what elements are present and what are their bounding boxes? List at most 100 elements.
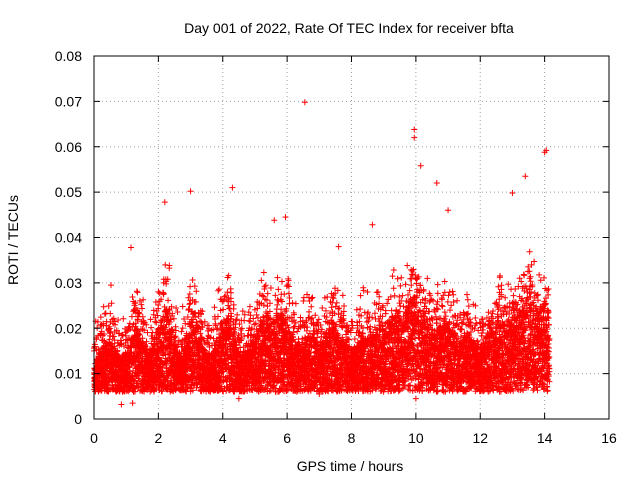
data-point (102, 363, 109, 370)
data-point (131, 300, 138, 307)
data-point (319, 305, 326, 312)
data-point (227, 289, 234, 296)
data-point (100, 303, 107, 310)
data-point (260, 269, 267, 276)
data-point (134, 289, 141, 296)
data-point (125, 388, 132, 395)
data-point (357, 292, 364, 299)
data-point (253, 311, 260, 318)
data-point (105, 352, 112, 359)
data-point (136, 372, 143, 379)
data-point (124, 370, 131, 377)
data-point (312, 312, 319, 319)
data-point (130, 376, 137, 383)
data-point (274, 301, 281, 308)
data-point (122, 325, 129, 332)
data-point (274, 274, 281, 281)
data-point (135, 351, 142, 358)
data-point (134, 316, 141, 323)
data-point (126, 320, 133, 327)
data-point (134, 326, 141, 333)
data-point (132, 320, 139, 327)
data-point (110, 315, 117, 322)
data-point (111, 337, 118, 344)
data-point (174, 308, 181, 315)
data-point (246, 303, 253, 310)
data-point (106, 336, 113, 343)
data-point (108, 300, 115, 307)
data-point (162, 261, 169, 268)
data-point (105, 303, 112, 310)
data-point (267, 284, 274, 291)
data-point (136, 297, 143, 304)
data-point (128, 313, 135, 320)
data-point (128, 352, 135, 359)
data-point (292, 300, 299, 307)
data-point (230, 301, 237, 308)
data-point (343, 327, 350, 334)
data-point (133, 288, 140, 295)
data-point (349, 318, 356, 325)
data-point (186, 301, 193, 308)
data-point (215, 287, 222, 294)
data-point (300, 298, 307, 305)
data-point (284, 282, 291, 289)
data-point (110, 333, 117, 340)
data-point (258, 277, 265, 284)
data-point (105, 388, 112, 395)
data-point (112, 347, 119, 354)
data-point (286, 300, 293, 307)
data-point (191, 283, 198, 290)
data-point (166, 262, 173, 269)
data-point (309, 294, 316, 301)
data-point (308, 315, 315, 322)
data-point (275, 286, 282, 293)
data-point (224, 289, 231, 296)
data-point (102, 379, 109, 386)
data-point (120, 315, 127, 322)
data-point (128, 381, 135, 388)
data-point (107, 310, 114, 317)
data-point (211, 304, 218, 311)
data-point (139, 313, 146, 320)
data-point (173, 304, 180, 311)
data-point (101, 310, 108, 317)
data-point (351, 335, 358, 342)
data-point (148, 324, 155, 331)
data-point (215, 286, 222, 293)
data-point (264, 290, 271, 297)
data-point (112, 321, 119, 328)
data-point (131, 388, 138, 395)
data-point (278, 278, 285, 285)
data-point (333, 299, 340, 306)
data-point (262, 282, 269, 289)
data-point (97, 314, 104, 321)
data-point (289, 300, 296, 307)
data-point (118, 340, 125, 347)
data-point (135, 309, 142, 316)
data-point (197, 318, 204, 325)
data-point (178, 328, 185, 335)
data-point (165, 297, 172, 304)
data-point (339, 292, 346, 299)
data-point (129, 293, 136, 300)
data-point (328, 304, 335, 311)
data-point (107, 282, 114, 289)
data-point (99, 332, 106, 339)
data-point (115, 379, 122, 386)
data-point (179, 303, 186, 310)
data-point (122, 381, 129, 388)
data-point (193, 288, 200, 295)
data-point (116, 330, 123, 337)
data-point (102, 340, 109, 347)
data-point (121, 355, 128, 362)
data-point (105, 327, 112, 334)
data-point (186, 291, 193, 298)
data-point (189, 276, 196, 283)
data-point (131, 333, 138, 340)
grid-lines (94, 56, 609, 419)
data-point (295, 336, 302, 343)
data-point (112, 361, 119, 368)
data-point (185, 307, 192, 314)
